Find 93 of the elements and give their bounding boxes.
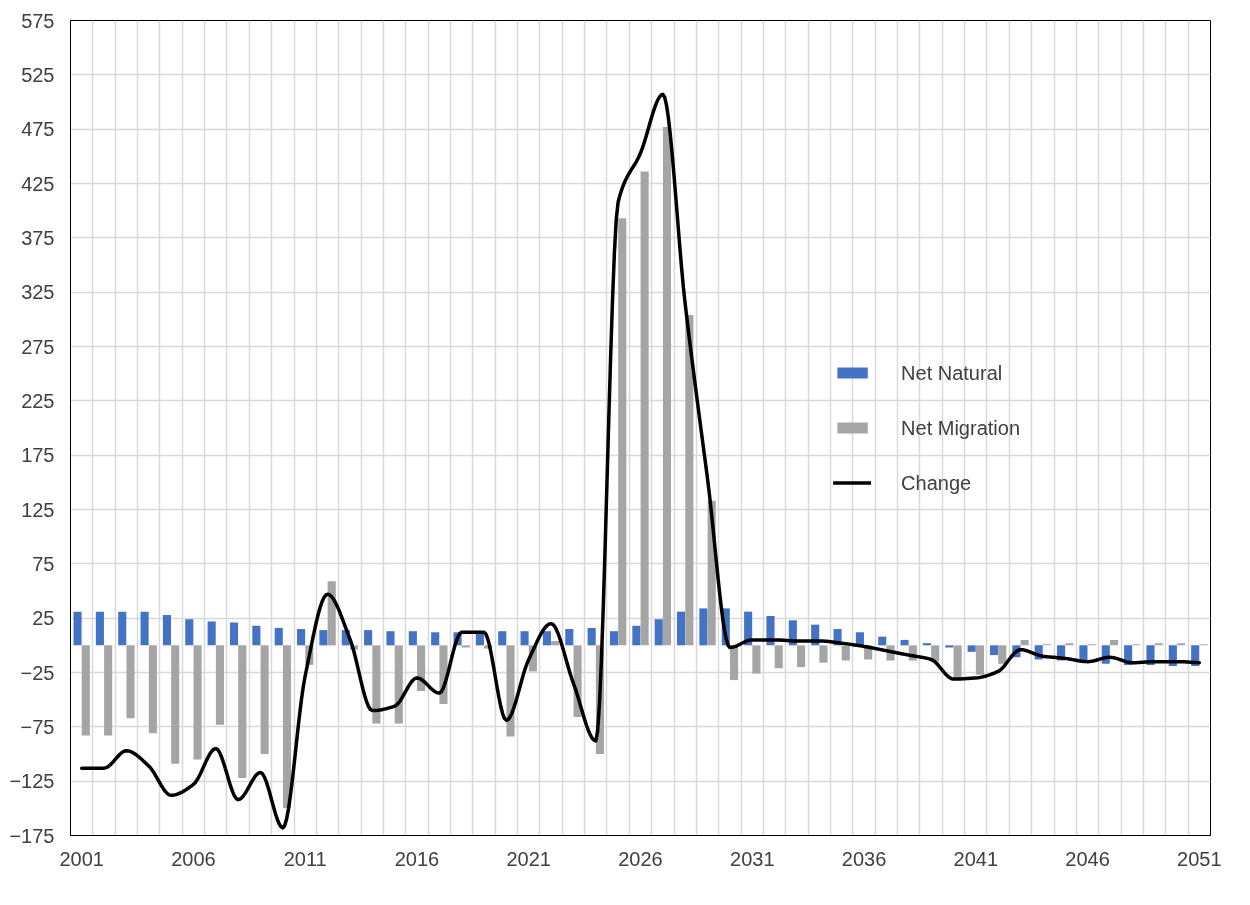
bar <box>565 629 574 646</box>
bar <box>1109 639 1119 646</box>
bar <box>118 611 127 646</box>
x-tick-label: 2011 <box>283 847 327 870</box>
bar <box>855 632 864 646</box>
bar <box>989 645 999 656</box>
y-tick-label: 175 <box>21 444 55 467</box>
bar <box>551 640 560 646</box>
bar <box>878 636 887 646</box>
y-tick-label: 475 <box>21 118 55 141</box>
bar <box>207 621 216 646</box>
bar <box>841 645 850 661</box>
bar <box>215 645 224 725</box>
legend-label: Net Natural <box>901 361 1003 384</box>
bar <box>774 645 783 669</box>
y-tick-label: 525 <box>21 63 55 86</box>
bar <box>609 631 619 646</box>
x-tick-label: 2046 <box>1065 847 1110 870</box>
y-tick-label: −175 <box>9 824 55 847</box>
bar <box>506 645 515 737</box>
bar <box>319 630 328 646</box>
x-tick-label: 2006 <box>171 847 216 870</box>
bar <box>1020 639 1029 646</box>
bar <box>364 630 373 646</box>
bar <box>729 645 739 681</box>
y-tick-label: 75 <box>32 552 55 575</box>
bar <box>162 614 172 646</box>
bar <box>618 218 627 646</box>
y-tick-label: 125 <box>21 498 55 521</box>
bar <box>900 639 909 646</box>
x-tick-label: 2016 <box>394 847 440 870</box>
y-tick-label: 425 <box>21 172 55 195</box>
bar <box>282 645 292 809</box>
bar <box>327 581 336 646</box>
bar <box>587 627 596 646</box>
x-tick-label: 2041 <box>953 847 999 870</box>
x-tick-label: 2031 <box>730 847 775 870</box>
y-tick-label: 225 <box>21 389 55 412</box>
bar <box>699 608 708 646</box>
y-tick-label: −125 <box>9 770 55 793</box>
bar <box>229 622 239 646</box>
bar <box>685 314 694 646</box>
y-tick-label: 375 <box>21 226 55 249</box>
x-tick-label: 2036 <box>841 847 887 870</box>
bar <box>372 645 381 724</box>
bar <box>238 645 247 778</box>
bar <box>171 645 180 764</box>
bar <box>945 645 954 648</box>
bar <box>274 627 283 646</box>
bar <box>260 645 269 754</box>
x-tick-label: 2026 <box>618 847 663 870</box>
bar <box>73 611 82 646</box>
bar <box>104 645 113 736</box>
bar <box>394 645 403 724</box>
bar <box>185 619 194 646</box>
bar <box>498 631 507 646</box>
bar <box>542 631 552 646</box>
y-tick-label: 325 <box>21 281 55 304</box>
bar <box>417 645 426 691</box>
bar <box>408 631 417 646</box>
legend-label: Change <box>901 471 972 494</box>
y-tick-label: 575 <box>21 9 55 32</box>
bar <box>81 645 90 736</box>
bar <box>148 645 157 734</box>
bar <box>126 645 135 719</box>
bar <box>975 645 984 675</box>
bar <box>520 631 529 646</box>
x-tick-label: 2051 <box>1177 847 1222 870</box>
bar <box>819 645 828 663</box>
x-tick-label: 2001 <box>59 847 104 870</box>
bar <box>640 171 649 646</box>
y-tick-label: 275 <box>21 335 55 358</box>
bar <box>998 645 1007 664</box>
bar <box>797 645 806 668</box>
bar <box>654 619 663 646</box>
y-tick-label: −25 <box>20 661 55 684</box>
bar <box>95 611 104 646</box>
legend-label: Net Migration <box>901 416 1020 439</box>
y-tick-label: 25 <box>32 607 55 630</box>
bar <box>386 631 395 646</box>
bar <box>662 126 672 646</box>
x-tick-label: 2021 <box>506 847 551 870</box>
bar <box>431 632 440 646</box>
bar <box>297 629 306 646</box>
bar <box>252 625 261 646</box>
y-tick-label: −75 <box>20 715 55 738</box>
bar <box>967 645 976 652</box>
bar <box>752 645 761 674</box>
bar <box>140 611 149 646</box>
bar <box>461 645 470 648</box>
bar <box>677 611 686 646</box>
bar <box>632 625 641 646</box>
bar <box>193 645 202 760</box>
